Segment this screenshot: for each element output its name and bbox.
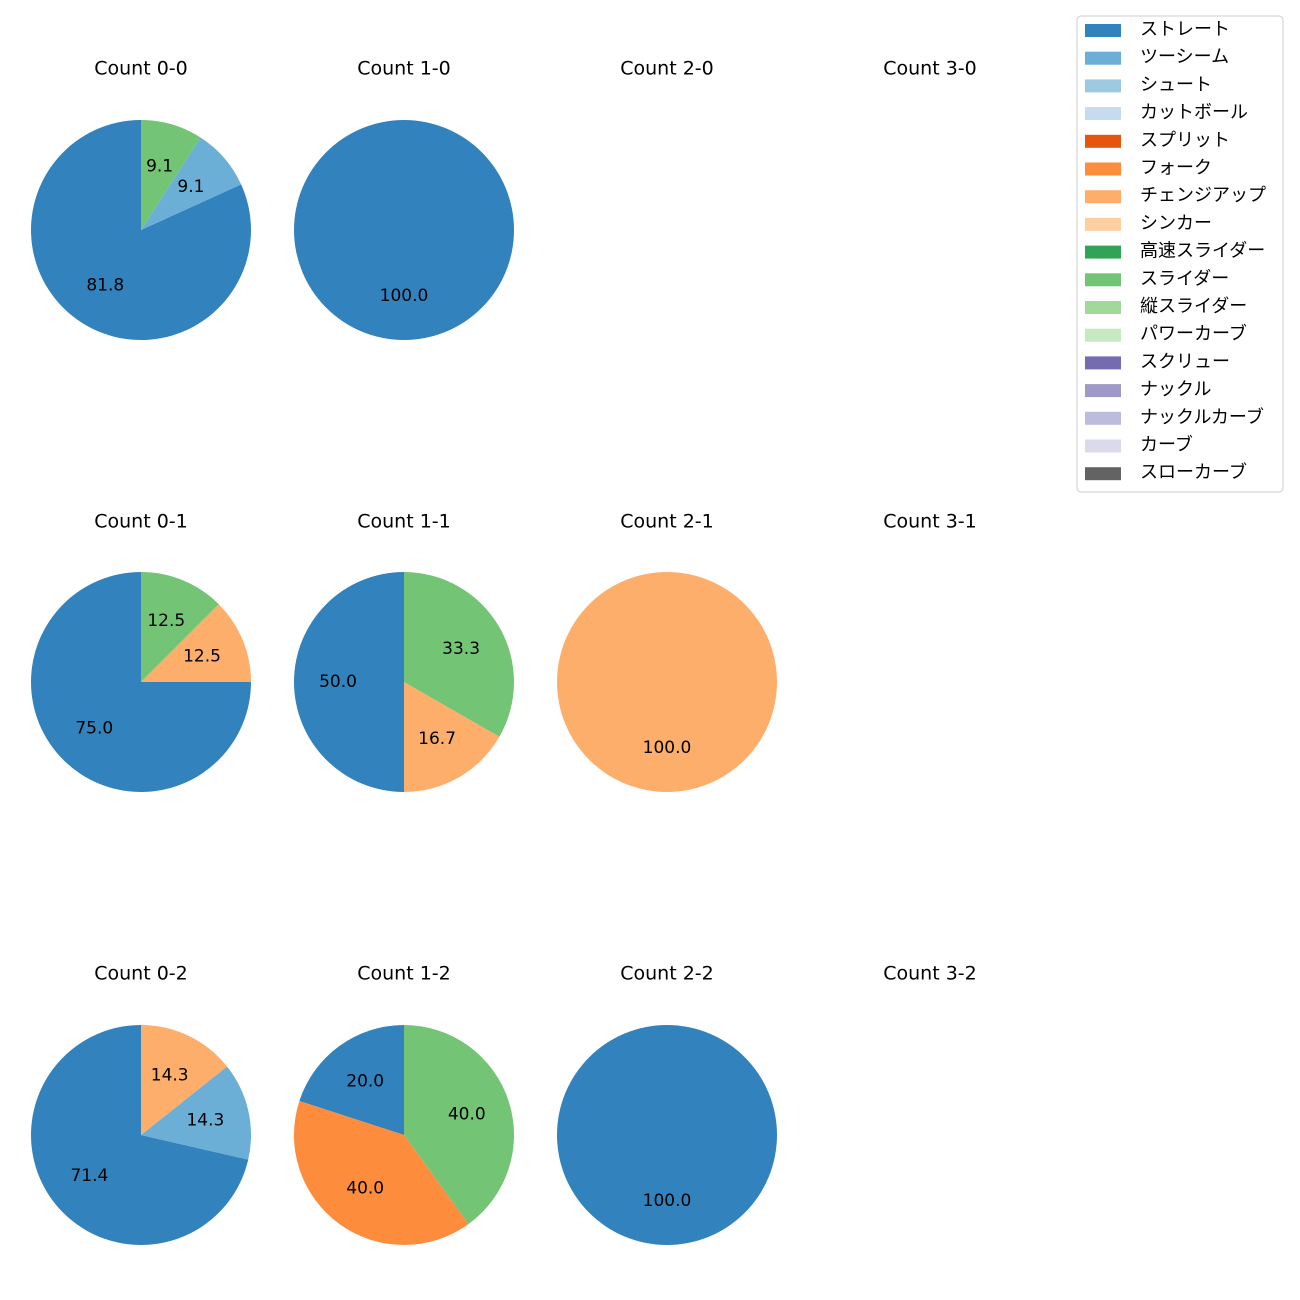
pie-count-1-0: Count 1-0 100.0 (294, 58, 514, 340)
pie-slice (557, 572, 777, 792)
pie-slice-label: 40.0 (448, 1105, 486, 1125)
legend-label: 高速スライダー (1140, 241, 1265, 262)
legend-swatch (1085, 301, 1121, 314)
pie-count-2-0: Count 2-0 (620, 58, 714, 80)
pie-slice (294, 120, 514, 340)
pie-slice-label: 14.3 (151, 1066, 189, 1086)
legend-label: カーブ (1140, 434, 1193, 456)
legend-label: スライダー (1140, 268, 1229, 289)
pie-count-1-1: Count 1-1 50.0 16.7 33.3 (294, 511, 515, 792)
pie-count-3-1: Count 3-1 (883, 511, 977, 533)
legend-label: パワーカーブ (1140, 323, 1247, 345)
pie-slice (141, 572, 219, 682)
pie-title: Count 3-2 (883, 963, 977, 985)
legend-swatch (1085, 273, 1121, 287)
pie-slice (31, 1025, 249, 1245)
pie-slice-label: 71.4 (70, 1166, 108, 1186)
legend-label: フォーク (1140, 158, 1212, 179)
pie-slice (404, 1025, 515, 1224)
legend: ストレートツーシームシュートカットボールスプリットフォークチェンジアップシンカー… (1076, 15, 1284, 493)
legend-swatch (1085, 51, 1121, 65)
pie-slice-label: 9.1 (177, 177, 204, 197)
pie-count-1-2: Count 1-2 20.0 40.0 40.0 (293, 963, 515, 1246)
legend-swatch (1085, 162, 1121, 176)
pie-title: Count 0-0 (94, 58, 188, 80)
pie-count-2-1: Count 2-1 100.0 (557, 511, 777, 792)
pie-title: Count 1-0 (357, 58, 451, 80)
pie-slice (299, 1025, 404, 1135)
pie-title: Count 2-2 (620, 963, 714, 985)
pie-count-0-1: Count 0-1 75.0 12.5 12.5 (31, 511, 251, 792)
pie-slice (141, 604, 251, 682)
pie-slice-label: 50.0 (319, 672, 357, 692)
legend-label: ナックルカーブ (1140, 406, 1264, 428)
legend-swatch (1085, 24, 1121, 37)
pie-count-3-2: Count 3-2 (883, 963, 977, 985)
pie-slice (141, 1066, 252, 1160)
pie-slice-label: 81.8 (86, 276, 124, 296)
pie-slice-label: 9.1 (146, 157, 173, 177)
legend-swatch (1085, 217, 1121, 231)
legend-swatch (1085, 356, 1121, 370)
legend-label: シンカー (1140, 213, 1212, 234)
pie-count-3-0: Count 3-0 (883, 58, 977, 80)
pie-slice (557, 1025, 777, 1245)
pie-slice (294, 572, 404, 792)
pie-slice-label: 33.3 (442, 639, 480, 659)
legend-label: ツーシーム (1140, 47, 1229, 68)
legend-label: ナックル (1140, 379, 1211, 400)
pie-count-0-0: Count 0-0 81.8 9.19.1 (30, 58, 251, 340)
pie-slice (404, 572, 515, 737)
pie-slice (404, 682, 500, 792)
legend-label: スクリュー (1140, 351, 1230, 372)
pie-slice-label: 100.0 (643, 1191, 692, 1211)
pie-title: Count 3-0 (883, 58, 977, 80)
legend-label: スローカーブ (1140, 461, 1247, 483)
legend-swatch (1085, 384, 1121, 398)
pie-title: Count 0-2 (94, 963, 188, 985)
pie-slice (30, 120, 251, 340)
legend-label: ストレート (1140, 19, 1230, 40)
legend-swatch (1085, 245, 1121, 259)
pie-slice (293, 1101, 469, 1246)
pie-slice (141, 1025, 228, 1135)
legend-swatch (1085, 134, 1121, 148)
pie-slice-label: 14.3 (186, 1110, 224, 1130)
pie-slice-label: 12.5 (183, 647, 221, 667)
pie-count-2-2: Count 2-2 100.0 (557, 963, 777, 1245)
pie-slice (141, 120, 201, 230)
legend-swatch (1085, 190, 1121, 204)
legend-label: シュート (1140, 74, 1212, 95)
pie-slice-label: 12.5 (147, 611, 185, 631)
legend-label: 縦スライダー (1140, 296, 1247, 317)
pie-title: Count 1-2 (357, 963, 451, 985)
pie-slice-label: 100.0 (380, 286, 429, 306)
pie-slice-label: 16.7 (418, 729, 456, 749)
pie-slice-label: 20.0 (346, 1072, 384, 1092)
legend-frame (1076, 15, 1284, 493)
legend-label: カットボール (1140, 102, 1248, 123)
legend-swatch (1085, 411, 1121, 425)
pie-title: Count 3-1 (883, 511, 977, 533)
pie-title: Count 0-1 (94, 511, 188, 533)
pie-slice (141, 137, 242, 230)
legend-swatch (1085, 328, 1121, 342)
legend-swatch (1085, 79, 1121, 93)
pie-slice-label: 100.0 (643, 738, 692, 758)
legend-label: チェンジアップ (1140, 185, 1266, 206)
pie-title: Count 1-1 (357, 511, 451, 533)
legend-swatch (1085, 467, 1121, 481)
pie-slice-label: 75.0 (75, 719, 113, 739)
legend-label: スプリット (1140, 130, 1230, 151)
legend-swatch (1085, 439, 1121, 453)
pie-title: Count 2-0 (620, 58, 714, 80)
pie-slice-label: 40.0 (346, 1178, 384, 1198)
pie-count-0-2: Count 0-2 71.4 14.3 14.3 (31, 963, 252, 1245)
pie-title: Count 2-1 (620, 511, 714, 533)
legend-swatch (1085, 107, 1121, 121)
